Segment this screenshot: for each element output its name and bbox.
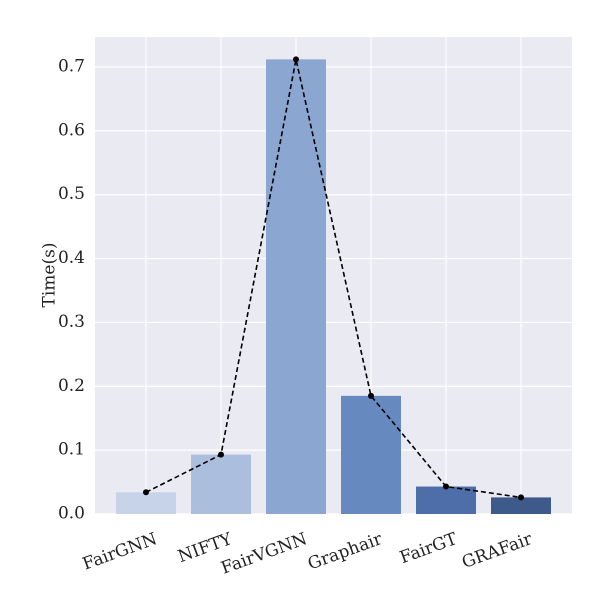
line-marker xyxy=(293,56,299,63)
bar xyxy=(416,486,476,514)
x-tick-label: FairGT xyxy=(397,529,460,568)
line-marker xyxy=(368,392,374,399)
y-tick-label: 0.4 xyxy=(58,248,85,268)
bar xyxy=(191,454,251,514)
x-tick-label: FairGNN xyxy=(80,529,160,574)
bar xyxy=(341,395,401,514)
line-marker xyxy=(443,483,449,490)
bar xyxy=(116,492,176,514)
x-tick-label: GRAFair xyxy=(459,529,535,573)
trend-line xyxy=(145,59,522,499)
y-tick-label: 0.7 xyxy=(58,57,85,77)
plot-background xyxy=(95,37,572,514)
y-tick-label: 0.2 xyxy=(58,376,85,396)
y-tick-label: 0.6 xyxy=(58,120,85,140)
bar xyxy=(491,497,551,514)
line-marker xyxy=(218,451,224,458)
x-tick-label: Graphair xyxy=(305,529,385,575)
y-tick-label: 0.1 xyxy=(58,440,85,460)
line-marker xyxy=(518,494,524,501)
y-axis-label: Time(s) xyxy=(40,243,60,308)
x-tick-label: FairVGNN xyxy=(218,529,309,579)
bar xyxy=(266,59,326,514)
line-marker xyxy=(143,489,149,496)
y-tick-label: 0.0 xyxy=(58,504,85,524)
y-tick-label: 0.3 xyxy=(58,312,85,332)
y-tick-label: 0.5 xyxy=(58,184,85,204)
